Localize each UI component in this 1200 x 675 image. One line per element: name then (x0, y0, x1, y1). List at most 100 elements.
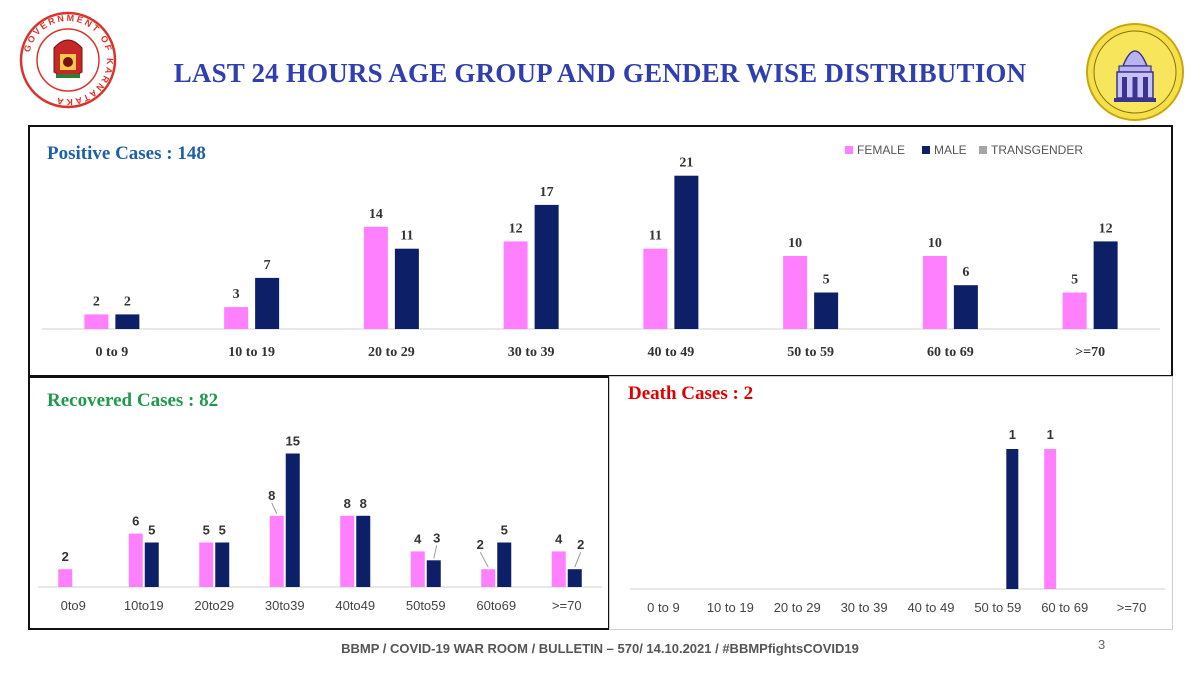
male-bar (144, 542, 159, 587)
female-bar (503, 241, 528, 329)
female-bar (58, 569, 73, 587)
data-label: 3 (233, 287, 240, 302)
x-tick-label: 50to59 (406, 598, 446, 613)
data-label: 4 (414, 531, 422, 546)
male-bar (394, 248, 419, 329)
female-bar (269, 515, 284, 587)
data-label: 3 (433, 530, 440, 545)
data-label: 5 (823, 273, 830, 288)
bbmp-logo (1086, 23, 1184, 121)
x-tick-label: 10 to 19 (228, 345, 275, 360)
x-tick-label: 0to9 (61, 598, 86, 613)
data-label: 5 (148, 523, 155, 538)
positive-cases-panel: Positive Cases : 148 0 to 9 2 2 10 to 19 3 7 20… (28, 125, 1173, 377)
female-bar (340, 515, 355, 587)
data-label: 11 (649, 229, 662, 244)
female-bar (84, 314, 109, 329)
page-number: 3 (1098, 637, 1106, 652)
leader-line (574, 552, 582, 568)
female-bar (922, 256, 947, 329)
death-cases-chart: Death Cases : 2 0 to 9 10 to 19 20 to 29 30 … (628, 383, 1165, 615)
data-label: 10 (788, 236, 802, 251)
female-bar (199, 542, 214, 587)
data-label: 15 (286, 434, 300, 449)
data-label: 7 (264, 258, 271, 273)
data-label: 11 (400, 229, 413, 244)
data-label: 1 (1047, 427, 1054, 442)
data-label: 8 (360, 496, 367, 511)
x-tick-label: 50 to 59 (787, 345, 834, 360)
data-label: 8 (268, 488, 275, 503)
leader-line (479, 551, 489, 568)
legend-label: TRANSGENDER (991, 143, 1083, 157)
chart-title: Positive Cases : 148 (47, 143, 206, 164)
data-label: 21 (679, 156, 693, 171)
x-tick-label: 30to39 (265, 598, 305, 613)
recovered-cases-panel: Recovered Cases : 82 0to9 2 10to19 6 5 20to29 5… (28, 376, 610, 630)
male-bar (814, 292, 839, 329)
female-bar (643, 248, 668, 329)
data-label: 8 (344, 496, 351, 511)
male-bar (674, 175, 699, 329)
x-tick-label: 30 to 39 (508, 345, 555, 360)
female-bar (1044, 449, 1057, 589)
female-bar (551, 551, 566, 587)
legend-label: MALE (934, 143, 967, 157)
legend-swatch (845, 146, 853, 154)
legend-swatch (922, 146, 930, 154)
x-tick-label: 20 to 29 (774, 600, 821, 615)
recovered-cases-chart: Recovered Cases : 820to9210to196520to295… (38, 390, 602, 613)
data-label: 12 (1099, 221, 1113, 236)
male-bar (1006, 449, 1019, 589)
x-tick-label: 30 to 39 (841, 600, 888, 615)
x-tick-label: 10to19 (124, 598, 164, 613)
karnataka-seal-logo: GOVERNMENT OF KARNATAKA (19, 11, 117, 109)
x-tick-label: >=70 (1075, 345, 1105, 360)
legend-label: FEMALE (857, 143, 905, 157)
data-label: 17 (540, 185, 554, 200)
data-label: 5 (501, 523, 508, 538)
female-bar (481, 569, 496, 587)
x-tick-label: 50 to 59 (974, 600, 1021, 615)
x-tick-label: 40to49 (335, 598, 375, 613)
leader-line (433, 545, 438, 559)
data-label: 5 (203, 523, 210, 538)
chart-title: Recovered Cases : 82 (47, 390, 218, 411)
data-label: 2 (93, 294, 100, 309)
x-tick-label: 40 to 49 (907, 600, 954, 615)
male-bar (497, 542, 512, 587)
positive-cases-chart: Positive Cases : 148 0 to 9 2 2 10 to 19 3 7 20… (42, 143, 1160, 360)
female-bar (224, 307, 249, 329)
data-label: 10 (928, 236, 942, 251)
female-bar (363, 226, 388, 329)
male-bar (115, 314, 140, 329)
data-label: 2 (477, 537, 484, 552)
x-tick-label: 60to69 (476, 598, 516, 613)
female-bar (1062, 292, 1087, 329)
x-tick-label: 20 to 29 (368, 345, 415, 360)
death-cases-panel: Death Cases : 2 0 to 9 10 to 19 20 to 29 30 … (609, 376, 1173, 630)
leader-line (271, 502, 278, 515)
female-bar (410, 551, 425, 587)
data-label: 2 (124, 294, 131, 309)
male-bar (285, 453, 300, 587)
x-tick-label: 20to29 (194, 598, 234, 613)
data-label: 6 (132, 514, 139, 529)
data-label: 14 (369, 207, 383, 222)
data-label: 2 (577, 537, 584, 552)
female-bar (128, 533, 143, 587)
x-tick-label: >=70 (1117, 600, 1147, 615)
x-tick-label: 0 to 9 (96, 345, 129, 360)
data-label: 2 (62, 549, 69, 564)
data-label: 6 (962, 265, 969, 280)
x-tick-label: 60 to 69 (927, 345, 974, 360)
x-tick-label: 10 to 19 (707, 600, 754, 615)
legend-swatch (979, 146, 987, 154)
x-tick-label: 60 to 69 (1041, 600, 1088, 615)
male-bar (567, 569, 582, 587)
data-label: 4 (555, 531, 563, 546)
data-label: 12 (509, 221, 523, 236)
x-tick-label: 0 to 9 (647, 600, 680, 615)
footer-text: BBMP / COVID-19 WAR ROOM / BULLETIN – 57… (341, 641, 859, 656)
male-bar (356, 515, 371, 587)
